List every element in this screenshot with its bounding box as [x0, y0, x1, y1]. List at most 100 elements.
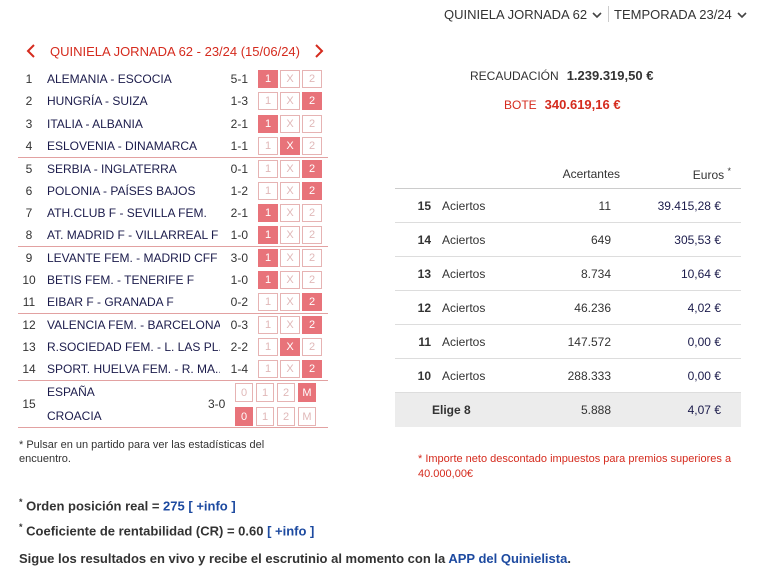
- next-jornada-button[interactable]: [312, 43, 326, 59]
- elige-winners: 5.888: [580, 403, 611, 417]
- match-teams: R.SOCIEDAD FEM. - L. LAS PL...: [47, 339, 220, 354]
- goals-cell-1: 1: [256, 407, 274, 427]
- match-number: 8: [25, 228, 33, 243]
- orden-label: Orden posición real =: [26, 498, 164, 514]
- match-teams: LEVANTE FEM. - MADRID CFF: [47, 251, 218, 266]
- match-number: 15: [22, 397, 36, 412]
- match-teams: SERBIA - INGLATERRA: [47, 161, 177, 176]
- app-text: Sigue los resultados en vivo y recibe el…: [19, 551, 449, 566]
- match-number: 3: [25, 116, 33, 131]
- match-row[interactable]: 11 EIBAR F - GRANADA F 0-2 1 X 2: [18, 291, 328, 313]
- goals-cell-0: 0: [235, 407, 253, 427]
- jornada-select[interactable]: QUINIELA JORNADA 62: [444, 7, 603, 22]
- match-teams: ITALIA - ALBANIA: [47, 116, 143, 131]
- result-cell-2: 2: [302, 337, 322, 356]
- match-row[interactable]: 13 R.SOCIEDAD FEM. - L. LAS PL... 2-2 1 X 2: [18, 336, 328, 358]
- match-row[interactable]: 7 ATH.CLUB F - SEVILLA FEM. 2-1 1 X 2: [18, 202, 328, 224]
- stats-note: * Pulsar en un partido para ver las esta…: [19, 439, 265, 465]
- result-cell-x: X: [280, 315, 300, 334]
- result-cell-1: 1: [258, 181, 278, 200]
- result-cell-x: X: [280, 70, 300, 89]
- match-teams: EIBAR F - GRANADA F: [47, 295, 174, 310]
- chevron-right-icon: [315, 44, 324, 58]
- result-cell-2: 2: [302, 92, 322, 111]
- result-cell-1: 1: [258, 159, 278, 178]
- match-number: 10: [22, 272, 36, 287]
- result-cell-x: X: [280, 203, 300, 222]
- prize-euros: 0,00 €: [687, 334, 721, 349]
- previous-jornada-button[interactable]: [24, 43, 38, 59]
- app-promo-line: Sigue los resultados en vivo y recibe el…: [19, 551, 571, 566]
- match-number: 1: [25, 72, 33, 87]
- prize-winners: 8.734: [580, 266, 611, 281]
- prize-euros: 0,00 €: [687, 368, 721, 383]
- temporada-select[interactable]: TEMPORADA 23/24: [614, 7, 748, 22]
- prize-row: 12 Aciertos 46.236 4,02 €: [395, 291, 741, 325]
- match-score: 3-0: [230, 251, 248, 266]
- orden-value: 275: [163, 498, 185, 514]
- match-row[interactable]: 4 ESLOVENIA - DINAMARCA 1-1 1 X 2: [18, 135, 328, 157]
- app-link[interactable]: APP del Quinielista: [448, 551, 568, 566]
- prize-row: 11 Aciertos 147.572 0,00 €: [395, 325, 741, 359]
- match-score: 1-2: [230, 183, 248, 198]
- bote: BOTE 340.619,16 €: [504, 97, 621, 112]
- match-number: 11: [22, 295, 36, 310]
- result-cell-2: 2: [302, 203, 322, 222]
- result-cell-1: 1: [258, 70, 278, 89]
- prize-hits: 15: [417, 198, 431, 213]
- match-teams: BETIS FEM. - TENERIFE F: [47, 272, 195, 287]
- match-score: 2-1: [230, 116, 248, 131]
- match-row[interactable]: 6 POLONIA - PAÍSES BAJOS 1-2 1 X 2: [18, 179, 328, 201]
- match-row[interactable]: 5 SERBIA - INGLATERRA 0-1 1 X 2: [18, 157, 328, 179]
- result-cell-2: 2: [302, 293, 322, 312]
- prize-row: 14 Aciertos 649 305,53 €: [395, 223, 741, 257]
- goals-cell-m: M: [298, 383, 316, 403]
- prize-hits: 13: [417, 266, 431, 281]
- match-row[interactable]: 2 HUNGRÍA - SUIZA 1-3 1 X 2: [18, 90, 328, 112]
- jornada-title-bar: QUINIELA JORNADA 62 - 23/24 (15/06/24): [24, 43, 326, 59]
- result-cell-x: X: [280, 360, 300, 378]
- prize-row: 13 Aciertos 8.734 10,64 €: [395, 257, 741, 291]
- result-cell-1: 1: [258, 137, 278, 156]
- match-row[interactable]: 1 ALEMANIA - ESCOCIA 5-1 1 X 2: [18, 68, 328, 90]
- prize-hits: 12: [417, 300, 431, 315]
- match-score: 1-0: [230, 272, 248, 287]
- match-number: 5: [25, 161, 33, 176]
- result-cell-x: X: [280, 226, 300, 245]
- result-cell-x: X: [280, 293, 300, 312]
- match-row[interactable]: 12 VALENCIA FEM. - BARCELONA... 0-3 1 X 2: [18, 313, 328, 335]
- result-cell-1: 1: [258, 114, 278, 133]
- prize-winners: 649: [590, 232, 611, 247]
- prize-label: Aciertos: [442, 266, 486, 281]
- header-euros-label: Euros: [692, 168, 725, 182]
- match-score: 5-1: [230, 72, 248, 87]
- result-cell-x: X: [280, 92, 300, 111]
- goals-cell-2: 2: [277, 407, 295, 427]
- result-cell-2: 2: [302, 226, 322, 245]
- orden-info-link[interactable]: [ +info ]: [188, 498, 236, 514]
- goals-cell-2: 2: [277, 383, 295, 403]
- result-cell-x: X: [280, 249, 300, 268]
- match-row[interactable]: 3 ITALIA - ALBANIA 2-1 1 X 2: [18, 113, 328, 135]
- match-row[interactable]: 14 SPORT. HUELVA FEM. - R. MA... 1-4 1 X 2: [18, 358, 328, 380]
- match-teams: AT. MADRID F - VILLARREAL F: [47, 228, 219, 243]
- cr-info-link[interactable]: [ +info ]: [267, 523, 315, 539]
- match-score: 0-3: [230, 317, 248, 332]
- result-cell-2: 2: [302, 114, 322, 133]
- elige-label: Elige 8: [432, 403, 471, 417]
- prize-euros: 10,64 €: [680, 266, 721, 281]
- match-row[interactable]: 9 LEVANTE FEM. - MADRID CFF 3-0 1 X 2: [18, 246, 328, 268]
- result-cell-1: 1: [258, 226, 278, 245]
- bote-label: BOTE: [504, 98, 537, 112]
- prize-hits: 10: [417, 368, 431, 383]
- match-row[interactable]: 10 BETIS FEM. - TENERIFE F 1-0 1 X 2: [18, 269, 328, 291]
- prize-euros: 39.415,28 €: [657, 198, 721, 213]
- match-teams: HUNGRÍA - SUIZA: [47, 94, 148, 109]
- match-row[interactable]: 8 AT. MADRID F - VILLARREAL F 1-0 1 X 2: [18, 224, 328, 246]
